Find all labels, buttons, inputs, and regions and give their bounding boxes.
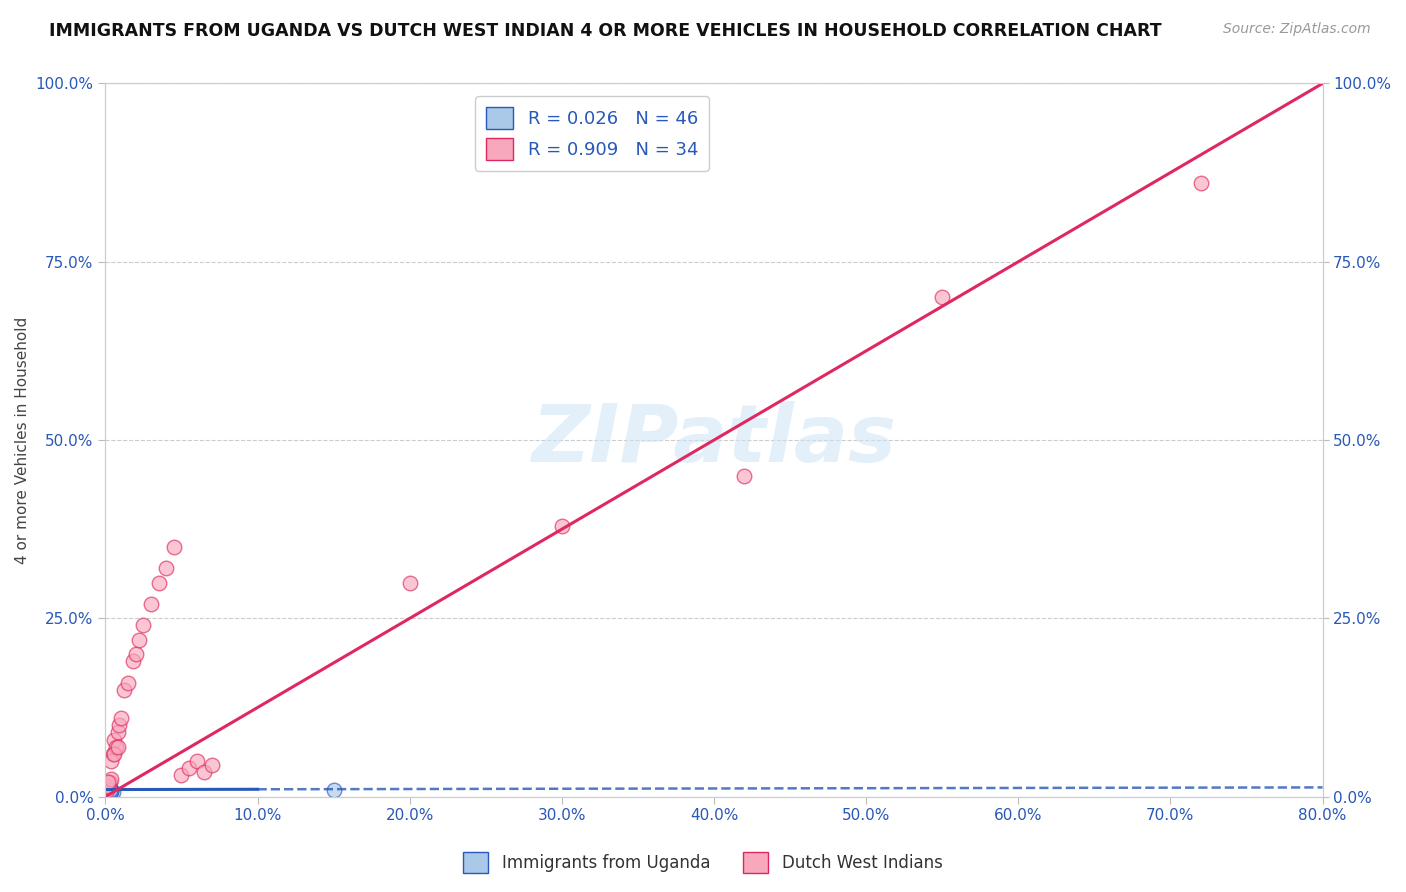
Point	[96, 786, 118, 800]
Text: Source: ZipAtlas.com: Source: ZipAtlas.com	[1223, 22, 1371, 37]
Point	[98, 786, 121, 800]
Point	[100, 783, 122, 797]
Point	[96, 784, 118, 798]
Y-axis label: 4 or more Vehicles in Household: 4 or more Vehicles in Household	[15, 317, 30, 564]
Point	[98, 782, 121, 797]
Point	[322, 783, 344, 797]
Point	[551, 518, 574, 533]
Point	[103, 732, 125, 747]
Point	[96, 787, 118, 801]
Point	[97, 784, 120, 798]
Point	[201, 757, 224, 772]
Legend: Immigrants from Uganda, Dutch West Indians: Immigrants from Uganda, Dutch West India…	[457, 846, 949, 880]
Legend: R = 0.026   N = 46, R = 0.909   N = 34: R = 0.026 N = 46, R = 0.909 N = 34	[475, 96, 709, 170]
Point	[97, 784, 120, 798]
Point	[155, 561, 177, 575]
Point	[97, 784, 120, 798]
Point	[96, 786, 118, 800]
Point	[98, 782, 121, 797]
Point	[97, 784, 120, 798]
Point	[96, 786, 118, 800]
Point	[97, 787, 120, 801]
Point	[112, 682, 135, 697]
Text: IMMIGRANTS FROM UGANDA VS DUTCH WEST INDIAN 4 OR MORE VEHICLES IN HOUSEHOLD CORR: IMMIGRANTS FROM UGANDA VS DUTCH WEST IND…	[49, 22, 1161, 40]
Point	[931, 290, 953, 304]
Point	[163, 540, 186, 554]
Point	[98, 781, 121, 796]
Point	[100, 772, 122, 786]
Point	[177, 761, 200, 775]
Point	[98, 785, 121, 799]
Point	[1189, 176, 1212, 190]
Point	[98, 782, 121, 797]
Point	[100, 784, 122, 798]
Point	[101, 747, 124, 761]
Point	[97, 784, 120, 798]
Point	[97, 785, 120, 799]
Point	[96, 787, 118, 801]
Point	[108, 718, 131, 732]
Point	[101, 785, 124, 799]
Point	[97, 783, 120, 797]
Point	[110, 711, 132, 725]
Point	[97, 782, 120, 797]
Point	[398, 575, 420, 590]
Point	[121, 654, 143, 668]
Point	[125, 647, 148, 661]
Point	[105, 739, 128, 754]
Point	[186, 754, 208, 768]
Point	[96, 781, 118, 796]
Point	[98, 781, 121, 796]
Point	[96, 788, 118, 802]
Point	[96, 786, 118, 800]
Point	[97, 783, 120, 797]
Point	[100, 784, 122, 798]
Point	[97, 783, 120, 797]
Point	[96, 785, 118, 799]
Point	[97, 785, 120, 799]
Point	[132, 618, 155, 632]
Point	[98, 783, 121, 797]
Point	[193, 764, 215, 779]
Point	[107, 739, 129, 754]
Point	[97, 775, 120, 789]
Point	[139, 597, 162, 611]
Point	[96, 785, 118, 799]
Point	[96, 785, 118, 799]
Point	[98, 775, 121, 789]
Point	[117, 675, 139, 690]
Point	[170, 768, 193, 782]
Point	[107, 725, 129, 739]
Point	[97, 779, 120, 793]
Point	[97, 785, 120, 799]
Point	[96, 785, 118, 799]
Point	[98, 781, 121, 796]
Point	[96, 782, 118, 797]
Point	[97, 783, 120, 797]
Text: ZIPatlas: ZIPatlas	[531, 401, 897, 479]
Point	[148, 575, 170, 590]
Point	[96, 782, 118, 797]
Point	[98, 785, 121, 799]
Point	[103, 747, 125, 761]
Point	[96, 785, 118, 799]
Point	[733, 468, 755, 483]
Point	[97, 782, 120, 797]
Point	[128, 632, 150, 647]
Point	[100, 754, 122, 768]
Point	[97, 785, 120, 799]
